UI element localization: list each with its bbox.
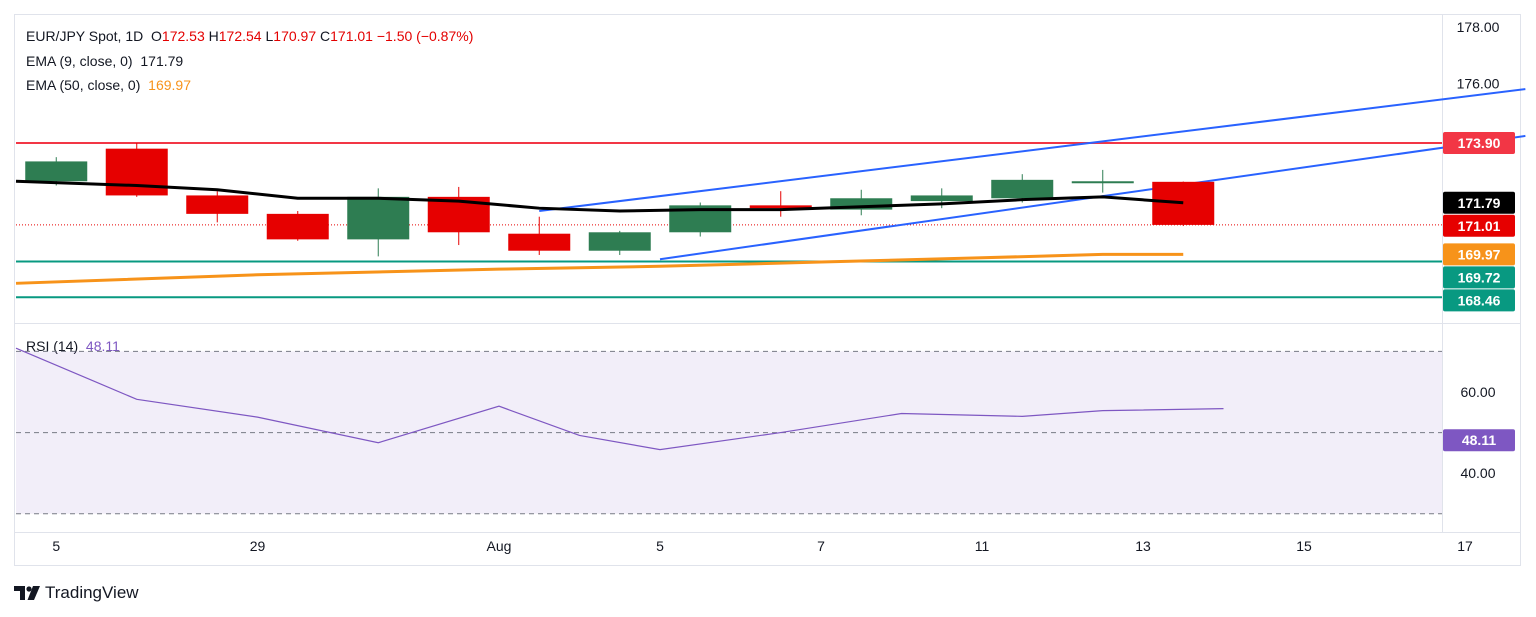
time-tick-label: 5 [52, 538, 60, 554]
price-label-169-72-bg [1443, 266, 1515, 289]
candle-body [347, 196, 410, 240]
ema50-value: 169.97 [148, 77, 191, 93]
candle-body [991, 179, 1054, 199]
candle-body [588, 232, 651, 251]
ema9-value: 171.79 [140, 53, 184, 69]
price-label-168-46-text: 168.46 [1458, 292, 1501, 308]
price-label-169-97-text: 169.97 [1458, 246, 1501, 262]
symbol-label: EUR/JPY Spot, 1D [26, 28, 144, 44]
ema50-label: EMA (50, close, 0) [26, 77, 141, 93]
chart-border [14, 14, 1521, 566]
price-pane [15, 88, 1526, 299]
rsi-value-label: 48.11 [1443, 429, 1515, 452]
high-value: 172.54 [218, 28, 262, 44]
time-tick-label: 13 [1135, 538, 1151, 554]
time-tick-label: 15 [1296, 538, 1312, 554]
low-value: 170.97 [273, 28, 317, 44]
open-value: 172.53 [161, 28, 205, 44]
price-tick-label: 178.00 [1457, 19, 1500, 35]
candle [1071, 169, 1134, 193]
candle-body [1152, 181, 1215, 225]
candle-body [1071, 181, 1134, 184]
rsi-tick-label: 60.00 [1460, 384, 1495, 400]
candle [1152, 181, 1215, 227]
price-legend-row: EUR/JPY Spot, 1D O172.53 H172.54 L170.97… [26, 28, 473, 44]
price-label-169-72-text: 169.72 [1458, 269, 1501, 285]
channel-line-upper [539, 88, 1526, 213]
price-label-173-90-text: 173.90 [1458, 135, 1501, 151]
time-tick-label: 29 [250, 538, 266, 554]
price-label-168-46: 168.46 [1443, 289, 1515, 312]
rsi-line [15, 347, 1224, 451]
ema9-label: EMA (9, close, 0) [26, 53, 133, 69]
close-label: C [320, 28, 331, 44]
price-label-171-01: 171.01 [1443, 214, 1515, 237]
candle [105, 142, 168, 197]
price-label-171-01-text: 171.01 [1458, 218, 1501, 234]
price-label-169-97-bg [1443, 243, 1515, 266]
time-tick-label: Aug [487, 538, 512, 554]
candle-body [749, 205, 812, 209]
time-tick-label: 11 [975, 538, 990, 554]
rsi-tick-label: 40.00 [1460, 465, 1495, 481]
ema9-line [15, 179, 1184, 213]
candle-body [508, 233, 571, 251]
price-label-171-79-text: 171.79 [1458, 195, 1501, 211]
price-label-173-90: 173.90 [1443, 131, 1515, 154]
rsi-label: RSI (14) [26, 338, 79, 354]
candle [749, 191, 812, 217]
candle-body [105, 148, 168, 196]
candle [508, 216, 571, 255]
time-tick-label: 17 [1457, 538, 1473, 554]
rsi-pane [15, 347, 1442, 515]
close-value: 171.01 [330, 28, 373, 44]
time-tick-label: 7 [817, 538, 825, 554]
high-label: H [208, 28, 219, 44]
price-label-173-90-bg [1443, 131, 1515, 154]
price-label-171-79-bg [1443, 191, 1515, 214]
rsi-value-label-text: 48.11 [1462, 432, 1496, 448]
time-tick-label: 5 [656, 538, 664, 554]
rsi-legend-row: RSI (14) 48.11 [26, 338, 120, 354]
tradingview-logo[interactable]: TradingView [14, 582, 139, 604]
rsi-value: 48.11 [85, 338, 120, 354]
ema50-line [15, 252, 1184, 285]
candle [25, 157, 88, 186]
price-label-168-46-bg [1443, 289, 1515, 312]
candle-body [186, 195, 249, 214]
candle [669, 202, 732, 237]
candle [830, 189, 893, 216]
change-value: −1.50 (−0.87%) [376, 28, 474, 44]
open-label: O [151, 28, 162, 44]
low-label: L [265, 28, 274, 44]
price-label-171-01-bg [1443, 214, 1515, 237]
price-tick-label: 176.00 [1457, 75, 1500, 91]
candle-body [25, 161, 88, 182]
ema50-legend-row: EMA (50, close, 0) 169.97 [26, 77, 191, 93]
candle-body [266, 213, 329, 240]
rsi-value-label-bg [1443, 429, 1515, 452]
ema9-legend-row: EMA (9, close, 0) 171.79 [26, 53, 183, 69]
candle [427, 186, 490, 246]
candle-body [910, 195, 973, 202]
price-label-171-79: 171.79 [1443, 191, 1515, 214]
candle [588, 230, 651, 255]
candle [991, 174, 1054, 203]
tradingview-logo-icon [14, 586, 40, 600]
candle [266, 211, 329, 241]
price-label-169-72: 169.72 [1443, 266, 1515, 289]
candle-body [830, 198, 893, 210]
price-label-169-97: 169.97 [1443, 243, 1515, 266]
candle [347, 188, 410, 257]
candle [186, 191, 249, 223]
tradingview-name: TradingView [45, 583, 139, 602]
